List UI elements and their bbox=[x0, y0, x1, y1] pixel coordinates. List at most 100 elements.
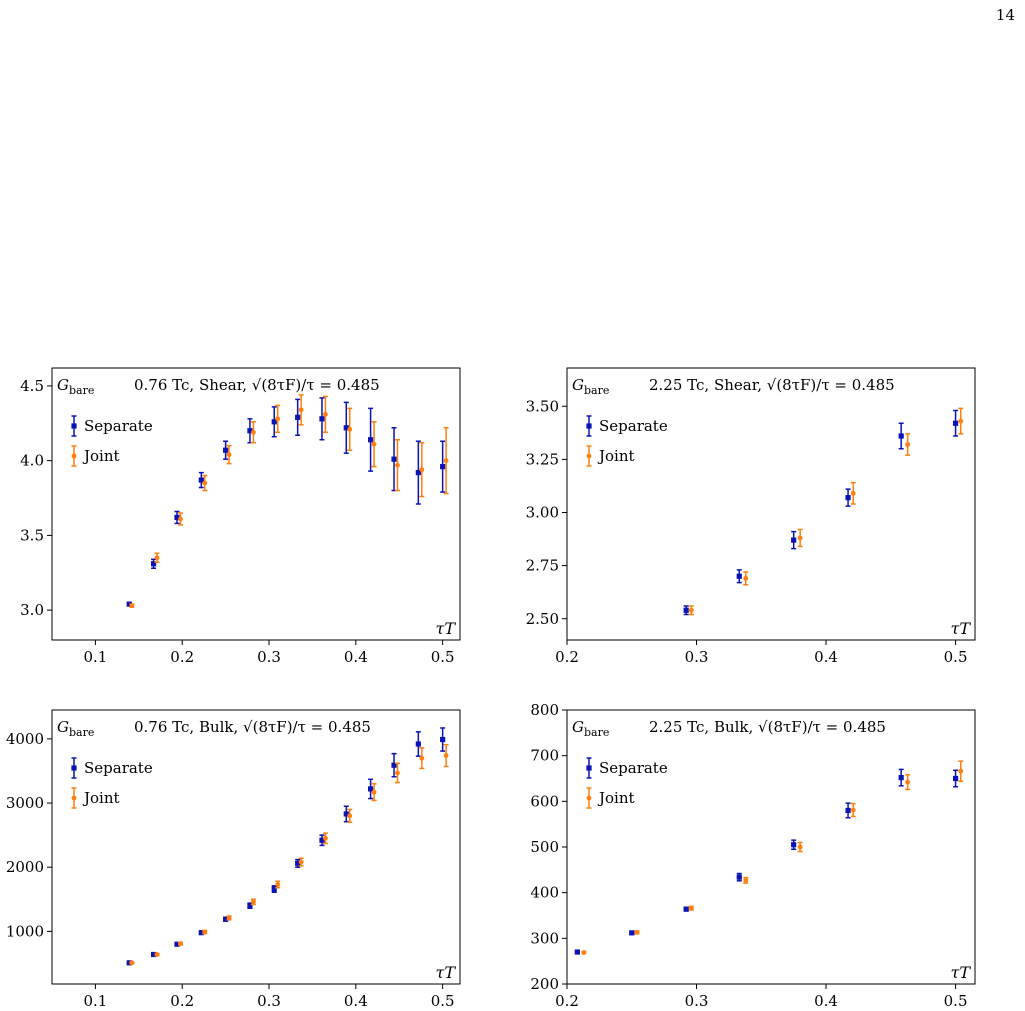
data-point-joint bbox=[226, 915, 232, 921]
data-point-joint bbox=[250, 429, 256, 435]
ylabel-inset: Gbare bbox=[572, 718, 609, 739]
data-point-joint bbox=[323, 835, 328, 841]
data-point-separate bbox=[198, 477, 204, 483]
x-tick-label: 0.1 bbox=[83, 992, 107, 1010]
legend-marker-joint bbox=[586, 453, 592, 459]
x-tick-label: 0.3 bbox=[685, 648, 709, 666]
data-point-separate bbox=[271, 886, 277, 892]
data-point-separate bbox=[898, 774, 904, 781]
y-tick-label: 1000 bbox=[6, 922, 44, 940]
data-point-joint bbox=[688, 607, 694, 613]
data-point-joint bbox=[419, 467, 425, 473]
data-point-separate bbox=[440, 736, 446, 743]
data-point-separate bbox=[126, 960, 132, 966]
plot-frame bbox=[566, 709, 976, 985]
data-point-separate bbox=[150, 561, 157, 567]
y-tick-label: 200 bbox=[530, 975, 559, 993]
x-axis-label: τT bbox=[435, 963, 456, 982]
y-tick-label: 600 bbox=[530, 792, 559, 810]
y-tick-label: 2.50 bbox=[526, 610, 559, 628]
chart-panel-bulk-225tc: 0.2 0.3 0.4 0.5 200 300 400 500 600 700 800 Gbare 2.… bbox=[530, 701, 976, 1010]
x-axis-label: τT bbox=[950, 619, 971, 638]
data-point-separate bbox=[952, 775, 959, 782]
data-point-separate bbox=[367, 786, 374, 792]
data-point-separate bbox=[440, 464, 446, 470]
legend-label: Separate bbox=[599, 759, 668, 777]
data-point-joint bbox=[250, 899, 256, 905]
data-point-separate bbox=[845, 495, 851, 501]
data-point-joint bbox=[371, 789, 377, 795]
legend-label: Separate bbox=[84, 417, 153, 435]
legend-marker-separate bbox=[71, 423, 77, 429]
ylabel-subscript: bare bbox=[584, 726, 609, 739]
legend-marker-separate bbox=[586, 765, 592, 771]
data-point-joint bbox=[634, 929, 640, 935]
data-point-separate bbox=[952, 420, 959, 426]
legend-marker-joint bbox=[71, 795, 77, 801]
data-point-separate bbox=[343, 425, 349, 431]
data-point-separate bbox=[415, 741, 421, 747]
data-point-joint bbox=[129, 603, 135, 609]
data-point-joint bbox=[154, 952, 160, 957]
data-point-separate bbox=[391, 456, 397, 462]
ylabel-subscript: bare bbox=[69, 384, 94, 397]
data-point-separate bbox=[574, 949, 580, 955]
data-point-separate bbox=[198, 930, 204, 936]
data-point-joint bbox=[347, 426, 353, 432]
page-number: 14 bbox=[995, 6, 1015, 24]
data-point-joint bbox=[347, 813, 353, 819]
data-point-joint bbox=[850, 807, 856, 813]
data-point-joint bbox=[797, 535, 803, 541]
data-point-separate bbox=[629, 930, 635, 936]
y-tick-label: 2.75 bbox=[526, 557, 559, 575]
plot-frame bbox=[51, 709, 461, 985]
data-point-joint bbox=[443, 753, 449, 758]
data-point-joint bbox=[371, 441, 377, 447]
data-point-separate bbox=[295, 860, 301, 866]
data-point-separate bbox=[295, 414, 301, 420]
x-tick-label: 0.5 bbox=[431, 648, 455, 666]
x-tick-label: 0.2 bbox=[170, 992, 194, 1010]
plot-frame bbox=[566, 367, 976, 641]
data-point-separate bbox=[367, 437, 374, 443]
data-point-separate bbox=[319, 416, 325, 422]
y-tick-label: 300 bbox=[530, 929, 559, 947]
plot-frame bbox=[51, 367, 461, 641]
data-point-joint bbox=[178, 516, 183, 522]
panel-title: 2.25 Tc, Bulk, √(8τF)/τ = 0.485 bbox=[649, 718, 886, 736]
data-point-joint bbox=[395, 770, 400, 776]
data-point-joint bbox=[275, 882, 281, 887]
x-tick-label: 0.3 bbox=[257, 992, 281, 1010]
data-point-joint bbox=[850, 490, 856, 496]
data-point-separate bbox=[343, 811, 349, 817]
legend-marker-joint bbox=[586, 795, 592, 801]
y-tick-label: 3.25 bbox=[526, 450, 559, 468]
data-point-separate bbox=[126, 601, 132, 607]
y-tick-label: 400 bbox=[530, 884, 559, 902]
y-tick-label: 4.0 bbox=[20, 452, 44, 470]
ylabel-subscript: bare bbox=[584, 384, 609, 397]
data-point-joint bbox=[178, 941, 183, 946]
y-tick-label: 4000 bbox=[6, 730, 44, 748]
chart-panel-shear-225tc: 0.2 0.3 0.4 0.5 2.50 2.75 3.00 3.25 3.50 Gbare 2.2… bbox=[526, 367, 976, 666]
x-tick-label: 0.2 bbox=[555, 992, 579, 1010]
x-tick-label: 0.3 bbox=[685, 992, 709, 1010]
legend-label: Separate bbox=[84, 759, 153, 777]
data-point-joint bbox=[581, 950, 587, 955]
data-point-joint bbox=[154, 555, 160, 561]
x-tick-label: 0.4 bbox=[814, 648, 838, 666]
panel-title: 2.25 Tc, Shear, √(8τF)/τ = 0.485 bbox=[649, 376, 895, 394]
data-point-joint bbox=[797, 844, 803, 850]
data-point-joint bbox=[905, 442, 911, 447]
data-point-separate bbox=[791, 842, 797, 848]
data-point-separate bbox=[223, 447, 229, 453]
data-point-joint bbox=[443, 458, 449, 464]
data-point-joint bbox=[743, 877, 749, 883]
data-point-separate bbox=[271, 419, 277, 425]
legend-label: Joint bbox=[82, 789, 120, 807]
data-point-separate bbox=[415, 470, 421, 476]
y-tick-label: 3.00 bbox=[526, 504, 559, 522]
y-tick-label: 3.5 bbox=[20, 526, 44, 544]
data-point-separate bbox=[736, 573, 742, 579]
legend-label: Joint bbox=[597, 789, 635, 807]
